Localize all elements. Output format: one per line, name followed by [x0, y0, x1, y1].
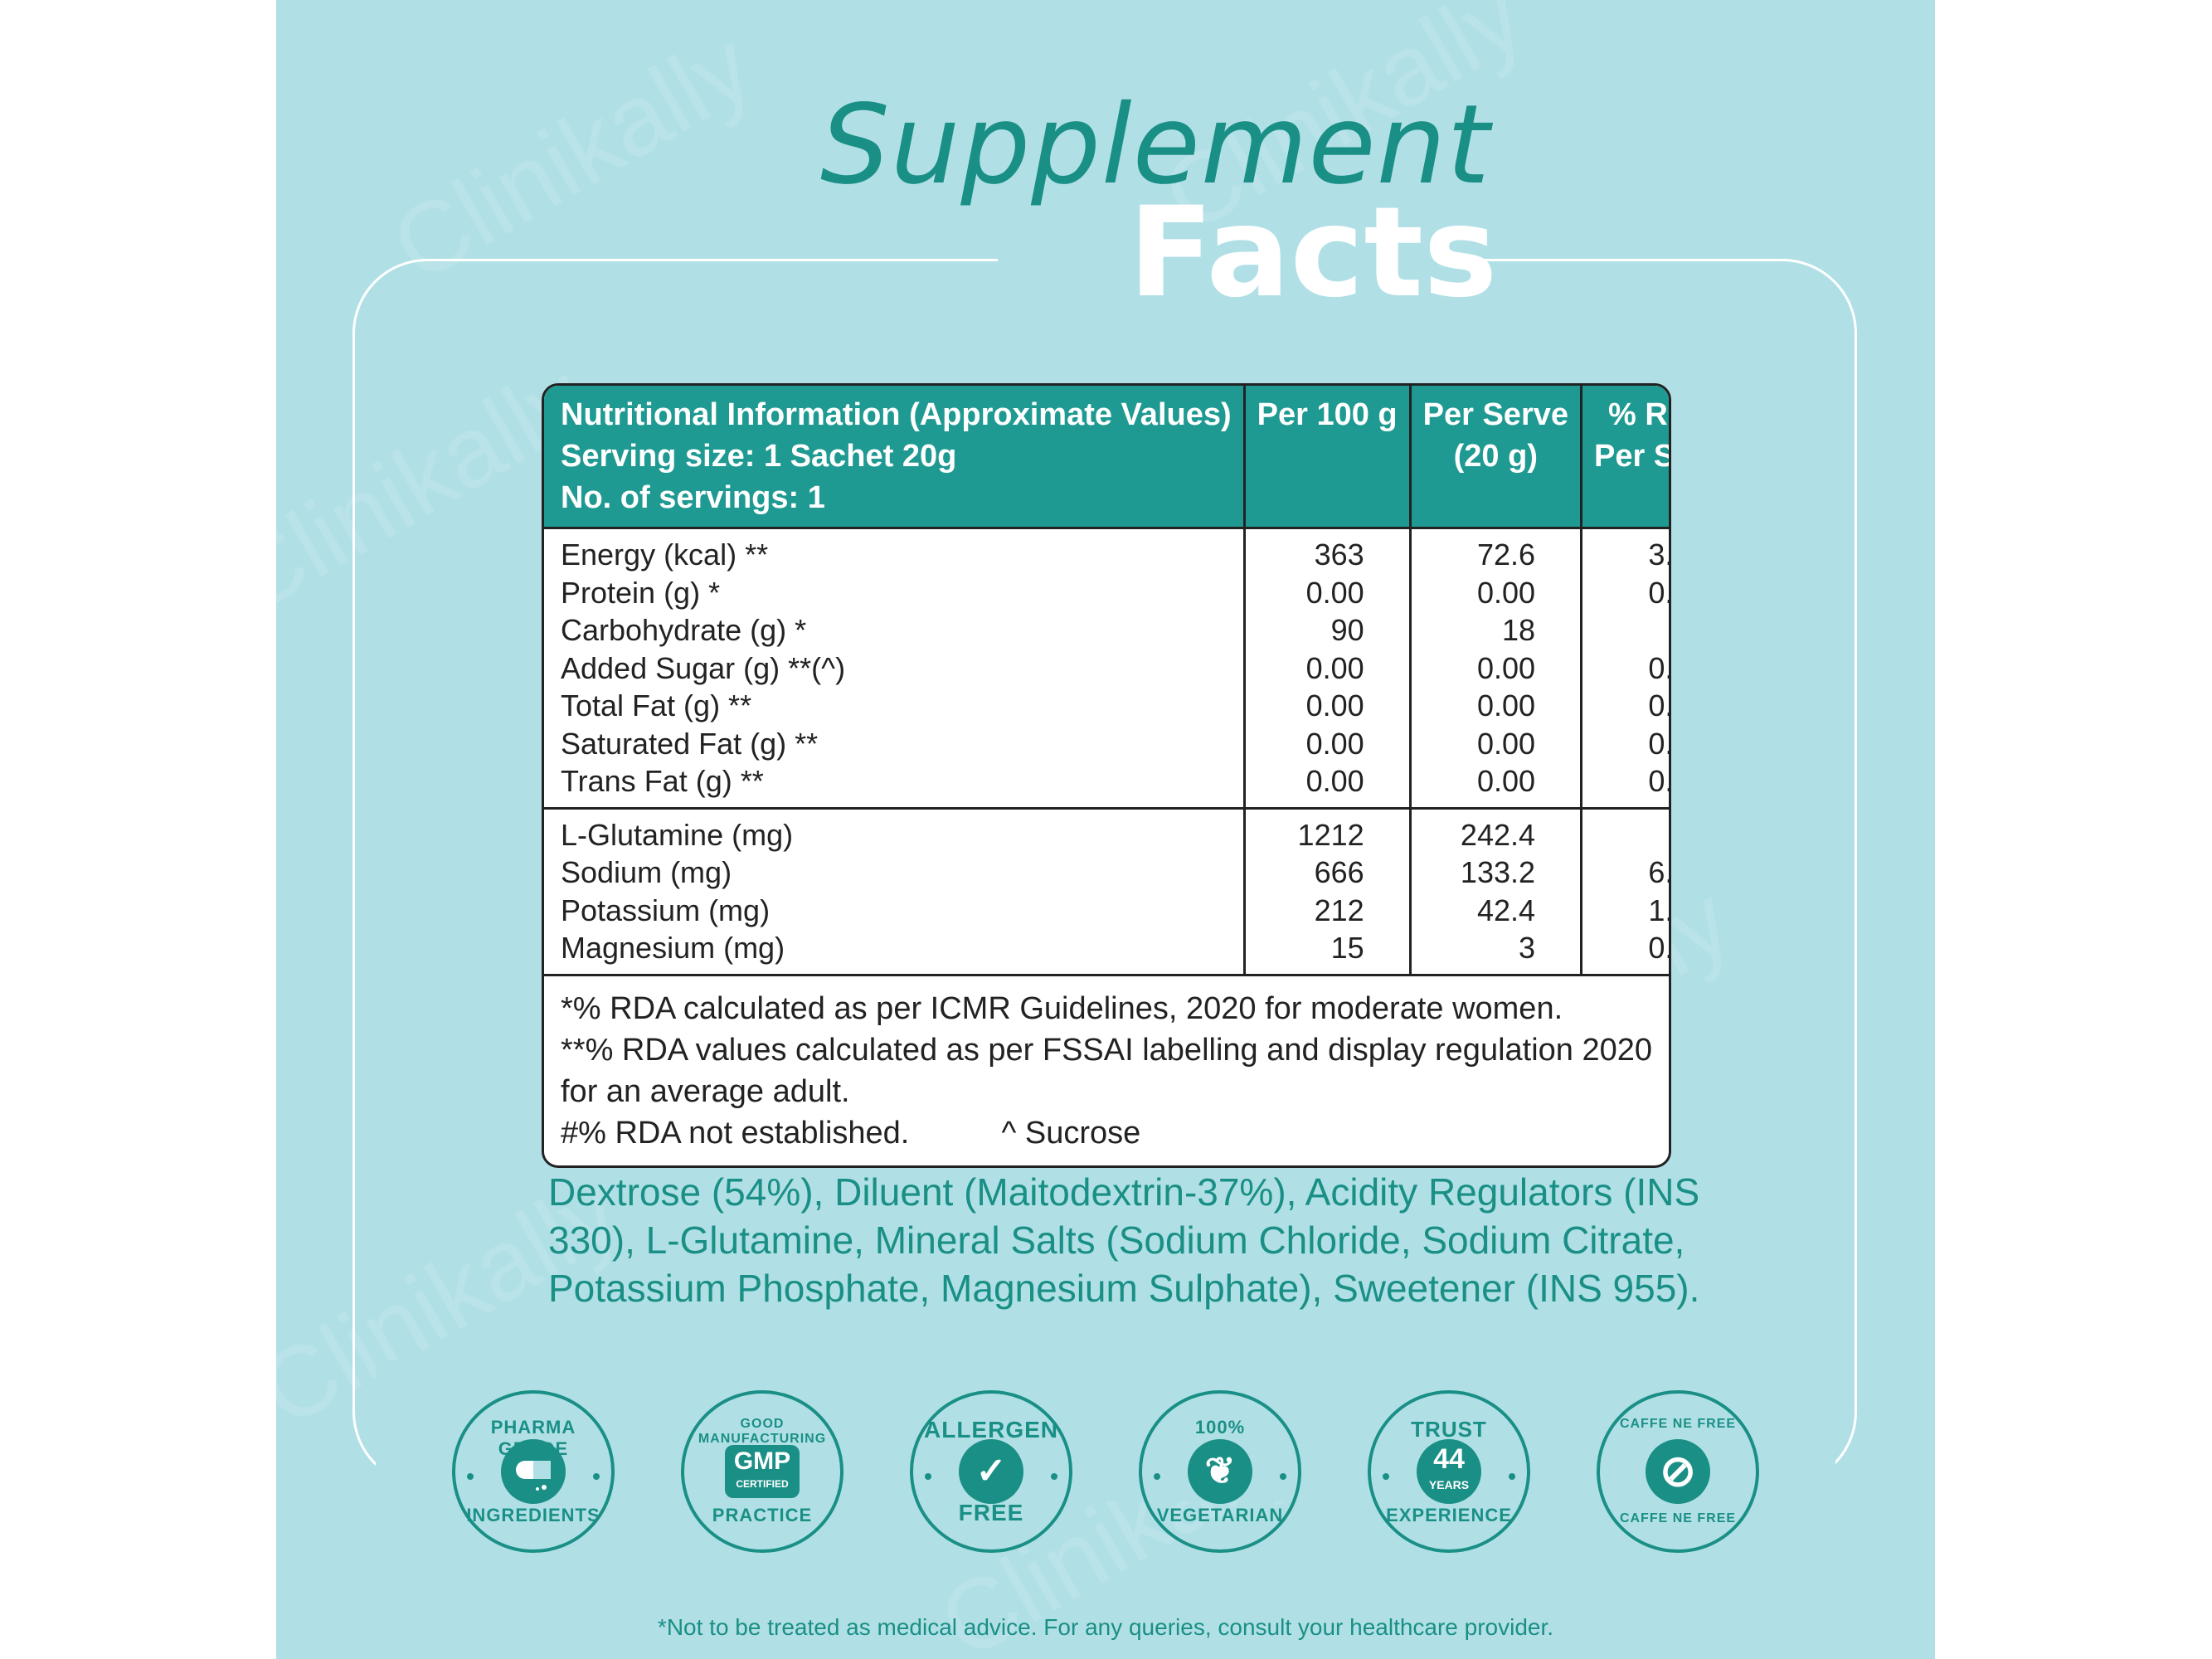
- title-facts: Facts: [1128, 181, 1498, 325]
- table-row-group-minerals: L-Glutamine (mg) Sodium (mg) Potassium (…: [544, 808, 1669, 976]
- product-panel: Clinikally Clinikally Clinikally Clinika…: [276, 0, 1935, 1659]
- rda-values: 3.63 0.00 # 0.00 0.00 0.00 0.00: [1580, 528, 1669, 810]
- nutrition-table: Nutritional Information (Approximate Val…: [542, 383, 1671, 1168]
- note-hash: #% RDA not established.: [561, 1115, 910, 1151]
- header-per-100g: Per 100 g: [1242, 386, 1411, 529]
- capsule-icon: [501, 1439, 566, 1504]
- badge-gmp: GOOD MANUFACTURING GMP CERTIFIED PRACTIC…: [681, 1390, 843, 1553]
- nutrient-names: Energy (kcal) ** Protein (g) * Carbohydr…: [544, 528, 1245, 810]
- table-notes-row: *% RDA calculated as per ICMR Guidelines…: [544, 975, 1669, 1165]
- check-seal-icon: ✓: [959, 1439, 1023, 1504]
- rda-values: # 6.66 1.21 0.81: [1580, 808, 1669, 976]
- ingredients-list: Dextrose (54%), Diluent (Maitodextrin-37…: [548, 1170, 1700, 1310]
- per-100g-values: 1212 666 212 15: [1242, 808, 1411, 976]
- badge-vegetarian: 100% ❦ VEGETARIAN: [1139, 1390, 1301, 1553]
- per-serve-values: 242.4 133.2 42.4 3: [1408, 808, 1582, 976]
- table-row-group-macros: Energy (kcal) ** Protein (g) * Carbohydr…: [544, 528, 1669, 810]
- per-serve-values: 72.6 0.00 18 0.00 0.00 0.00 0.00: [1408, 528, 1582, 810]
- header-per-serve: Per Serve (20 g): [1408, 386, 1582, 529]
- header-rda: % RDA* Per Serve: [1580, 386, 1669, 529]
- title-supplement: Supplement: [819, 81, 1491, 209]
- gmp-icon: GMP CERTIFIED: [725, 1445, 800, 1498]
- badge-caffeine-free: CAFFE NE FREE ⊘ CAFFE NE FREE: [1597, 1390, 1759, 1553]
- no-coffee-icon: ⊘: [1646, 1439, 1710, 1504]
- table-notes: *% RDA calculated as per ICMR Guidelines…: [561, 990, 1653, 1151]
- table-header-row: Nutritional Information (Approximate Val…: [544, 386, 1669, 529]
- badge-allergen-free: ALLERGEN ✓ FREE: [910, 1390, 1072, 1553]
- leaf-icon: ❦: [1188, 1439, 1252, 1504]
- header-nutritional-information: Nutritional Information (Approximate Val…: [544, 386, 1245, 529]
- badge-trust: TRUST 44 YEARS EXPERIENCE: [1368, 1390, 1530, 1553]
- nutrient-names: L-Glutamine (mg) Sodium (mg) Potassium (…: [544, 808, 1245, 976]
- trust-icon: 44 YEARS: [1417, 1439, 1481, 1504]
- badge-pharma-grade: PHARMA GRADE INGREDIENTS: [452, 1390, 615, 1553]
- note-caret: ^ Sucrose: [1001, 1115, 1141, 1151]
- disclaimer: *Not to be treated as medical advice. Fo…: [657, 1614, 1554, 1640]
- per-100g-values: 363 0.00 90 0.00 0.00 0.00 0.00: [1242, 528, 1411, 810]
